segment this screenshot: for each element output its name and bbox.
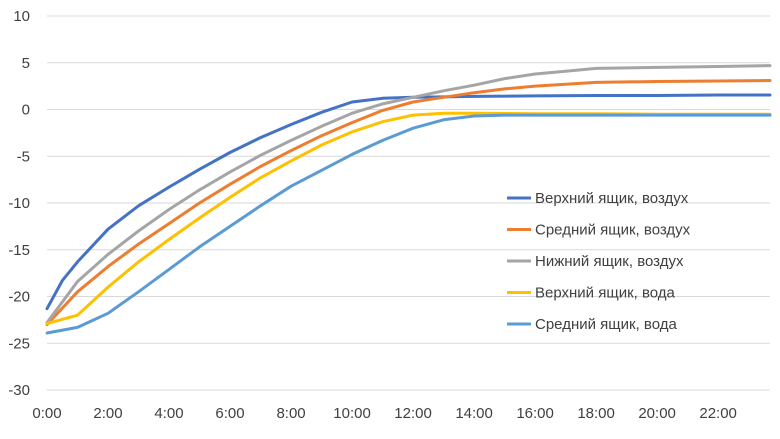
x-tick-label: 12:00 [394,405,432,422]
y-tick-label: -20 [8,289,30,306]
y-tick-label: -25 [8,335,30,352]
series-line-5 [45,113,772,335]
gridlines [47,15,770,391]
x-tick-label: 8:00 [276,405,305,422]
x-tick-label: 10:00 [333,405,371,422]
series-line-1 [45,93,772,311]
x-tick-label: 4:00 [154,405,183,422]
x-tick-label: 6:00 [215,405,244,422]
y-axis-tick-labels: 10 5 0 -5 -10 -15 -20 -25 -30 [8,8,30,399]
x-tick-label: 2:00 [93,405,122,422]
y-tick-label: -10 [8,195,30,212]
y-tick-label: 10 [13,8,30,25]
x-tick-label: 18:00 [577,405,615,422]
x-tick-label: 20:00 [638,405,676,422]
x-tick-label: 14:00 [455,405,493,422]
series-line-2 [45,79,772,327]
y-tick-label: 0 [22,102,30,119]
series-line-3 [45,64,772,325]
legend: Верхний ящик, воздух Средний ящик, воздух… [507,190,691,333]
y-tick-label: -15 [8,242,30,259]
legend-label: Верхний ящик, воздух [535,190,689,207]
x-tick-label: 22:00 [699,405,737,422]
y-tick-label: -5 [17,148,30,165]
legend-label: Нижний ящик, воздух [535,253,684,270]
y-tick-label: -30 [8,382,30,399]
x-axis-tick-labels: 0:00 2:00 4:00 6:00 8:00 10:00 12:00 14:00 16:00… [32,405,737,422]
legend-label: Средний ящик, вода [535,316,677,333]
legend-label: Верхний ящик, вода [535,285,676,302]
x-tick-label: 16:00 [516,405,554,422]
series-lines [45,64,772,335]
y-tick-label: 5 [22,55,30,72]
legend-label: Средний ящик, воздух [535,222,691,239]
x-tick-label: 0:00 [32,405,61,422]
